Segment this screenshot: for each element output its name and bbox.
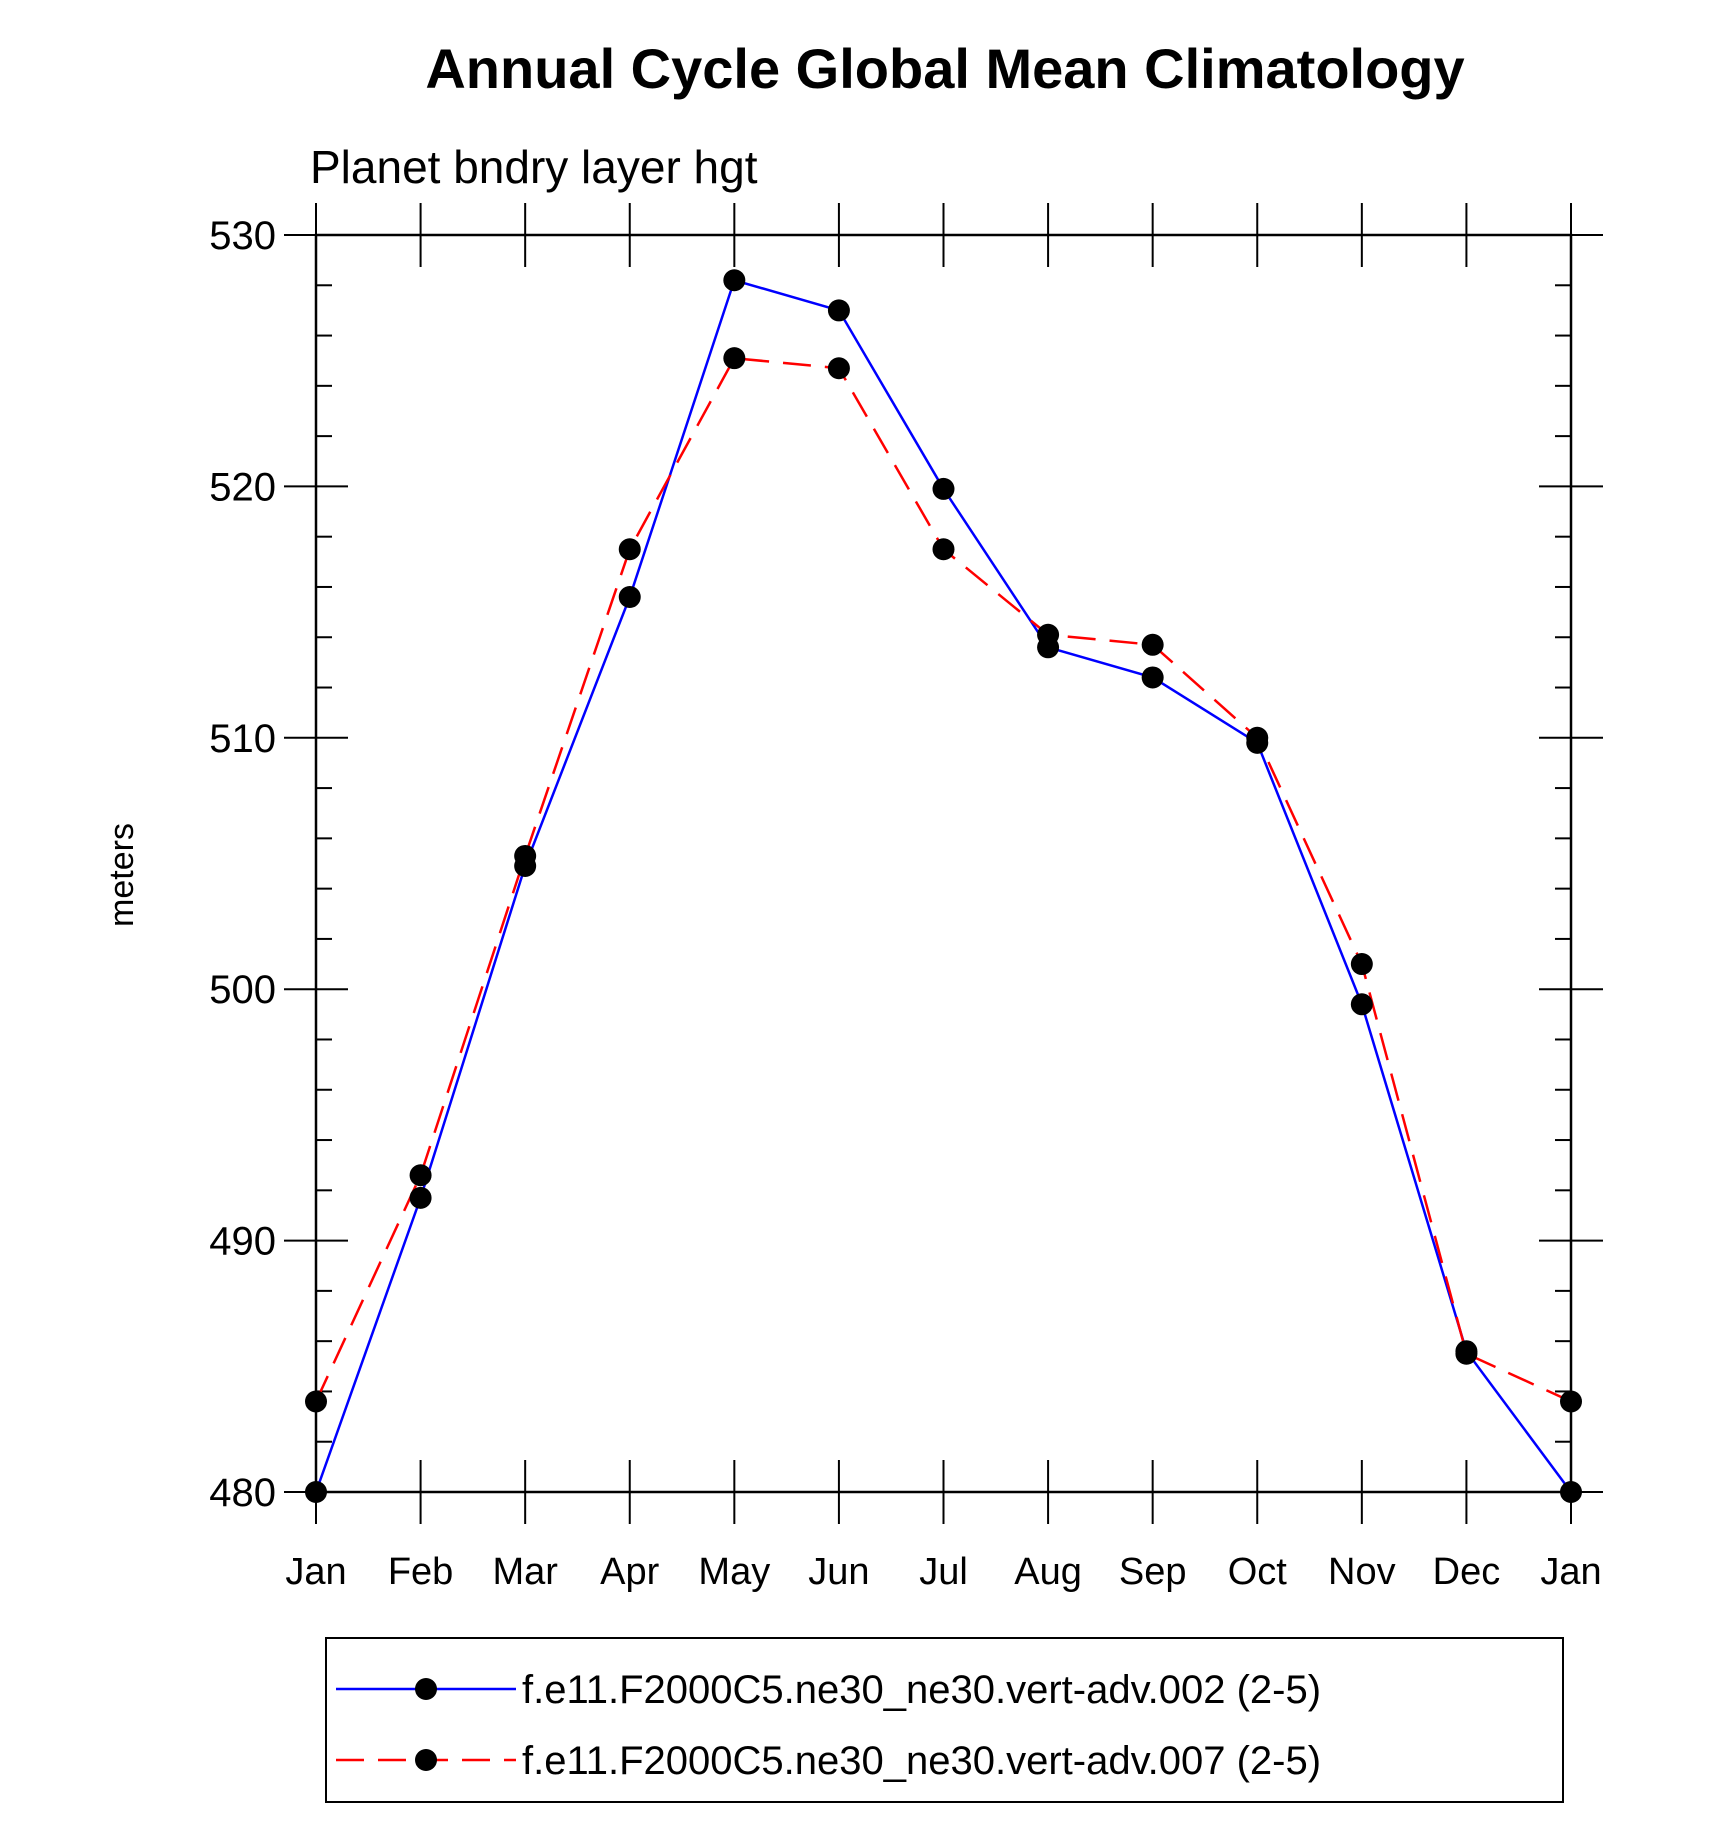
y-tick-labels: 480 490 500 510 520 530	[209, 214, 276, 1515]
legend-label-series-2: f.e11.F2000C5.ne30_ne30.vert-adv.007 (2-…	[522, 1739, 1321, 1783]
series-2-point	[723, 347, 746, 370]
series-1-point	[827, 299, 850, 322]
plot-frame	[314, 233, 1573, 1494]
x-tick-label: Jun	[808, 1551, 869, 1593]
series-2-point	[1560, 1390, 1582, 1413]
y-tick-label: 510	[209, 717, 276, 761]
x-tick-label: Mar	[492, 1551, 558, 1593]
x-tick-label: Feb	[388, 1551, 453, 1593]
series-2-point	[1455, 1342, 1478, 1365]
series-2-point	[409, 1164, 432, 1187]
x-tick-label: Dec	[1433, 1551, 1501, 1593]
axis-ticks	[284, 203, 1603, 1524]
legend-marker-series-2	[415, 1749, 437, 1771]
y-tick-label: 530	[209, 214, 276, 258]
x-tick-labels: Jan Feb Mar Apr May Jun Jul Aug Sep Oct Nov Dec Jan	[285, 1551, 1601, 1593]
legend-label-series-1: f.e11.F2000C5.ne30_ne30.vert-adv.002 (2-…	[522, 1668, 1321, 1712]
series-2-point	[618, 538, 641, 561]
legend: f.e11.F2000C5.ne30_ne30.vert-adv.002 (2-…	[325, 1637, 1564, 1803]
y-tick-label: 480	[209, 1471, 276, 1515]
series-1-point	[409, 1186, 432, 1209]
x-tick-label: Aug	[1014, 1551, 1082, 1593]
y-tick-label: 490	[209, 1220, 276, 1264]
x-tick-label: Nov	[1328, 1551, 1396, 1593]
series-1-point	[618, 586, 641, 609]
series-1-point	[1560, 1481, 1582, 1503]
series-1-point	[1350, 993, 1373, 1016]
legend-marker-series-1	[415, 1678, 437, 1700]
series-1-point	[305, 1481, 327, 1503]
x-tick-label: Jul	[919, 1551, 968, 1593]
series-layer	[305, 269, 1582, 1503]
series-2-point	[1246, 726, 1269, 749]
x-tick-label: Sep	[1119, 1551, 1187, 1593]
x-tick-label: Jan	[1540, 1551, 1601, 1593]
x-tick-label: Apr	[600, 1551, 659, 1593]
series-2-point	[1037, 623, 1060, 646]
series-2-point	[514, 844, 537, 867]
chart-title: Annual Cycle Global Mean Climatology	[425, 37, 1464, 100]
x-tick-label: Oct	[1228, 1551, 1288, 1593]
series-2-point	[1141, 633, 1164, 656]
y-tick-label: 520	[209, 465, 276, 509]
series-1-point	[932, 477, 955, 500]
legend-frame	[325, 1637, 1564, 1803]
y-axis-label: meters	[103, 823, 141, 927]
series-2-point	[1350, 953, 1373, 976]
series-line-1	[314, 278, 1573, 1493]
series-1-point	[723, 269, 746, 292]
chart-subtitle: Planet bndry layer hgt	[310, 141, 758, 193]
series-line-2	[314, 356, 1572, 1403]
series-2-point	[932, 538, 955, 561]
series-2-point	[305, 1390, 327, 1413]
x-tick-label: Jan	[285, 1551, 346, 1593]
x-tick-label: May	[698, 1551, 770, 1593]
series-1-point	[1141, 666, 1164, 689]
y-tick-label: 500	[209, 968, 276, 1012]
series-2-point	[827, 357, 850, 380]
